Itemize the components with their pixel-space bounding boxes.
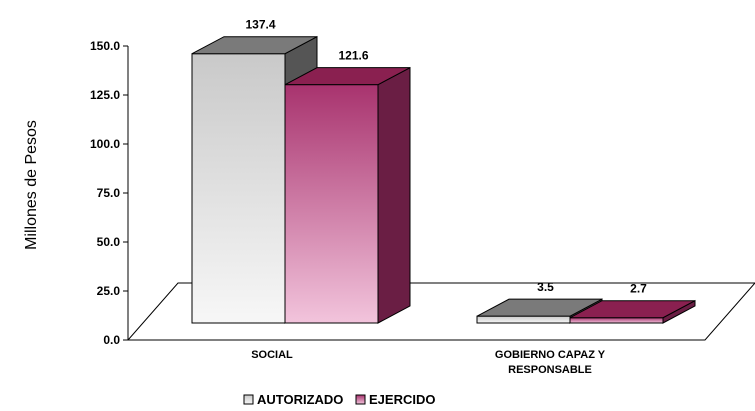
bar-front — [284, 84, 379, 324]
bar-top — [569, 300, 696, 319]
y-tick-label: 0.0 — [103, 333, 120, 347]
bar-side — [377, 66, 411, 324]
bar-front — [191, 53, 286, 324]
y-tick-label: 150.0 — [90, 39, 120, 53]
category-label: GOBIERNO CAPAZ Y — [495, 349, 606, 361]
legend-item-autorizado: AUTORIZADO — [243, 392, 343, 407]
y-tick-label: 25.0 — [97, 284, 121, 298]
legend-label: EJERCIDO — [369, 392, 435, 407]
y-tick-label: 125.0 — [90, 88, 120, 102]
bar-front — [476, 315, 571, 324]
legend-item-ejercido: EJERCIDO — [355, 392, 435, 407]
legend-swatch — [243, 394, 254, 405]
bar-top — [476, 298, 603, 317]
bar-ejercido-1 — [569, 299, 696, 324]
bar-ejercido-0 — [284, 66, 411, 324]
data-label: 137.4 — [245, 18, 275, 32]
y-tick-label: 100.0 — [90, 137, 120, 151]
y-tick-label: 50.0 — [97, 235, 121, 249]
bar-top — [284, 67, 411, 86]
data-label: 121.6 — [338, 49, 368, 63]
category-label: RESPONSABLE — [508, 364, 592, 376]
y-axis-title: Millones de Pesos — [23, 120, 40, 250]
legend-swatch — [355, 394, 366, 405]
y-tick-label: 75.0 — [97, 186, 121, 200]
data-label: 3.5 — [537, 280, 554, 294]
category-label: SOCIAL — [251, 349, 293, 361]
legend-label: AUTORIZADO — [257, 392, 343, 407]
bar-front — [569, 317, 664, 324]
data-label: 2.7 — [630, 282, 647, 296]
bar-top — [191, 36, 318, 55]
